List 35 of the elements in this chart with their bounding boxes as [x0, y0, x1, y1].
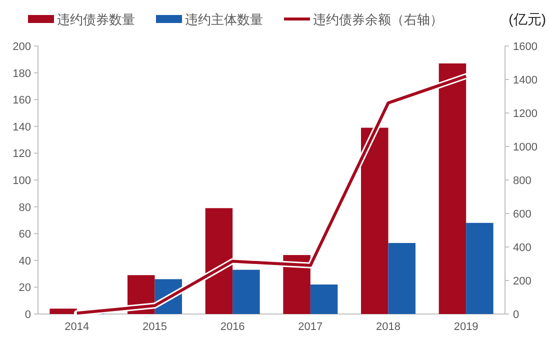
bar	[310, 284, 338, 314]
y-tick-label: 20	[18, 282, 31, 294]
y2-axis-title: (亿元)	[508, 11, 546, 27]
y-tick-label: 120	[12, 148, 31, 160]
y-tick-label: 160	[12, 94, 31, 107]
x-tick-label: 2014	[64, 321, 90, 333]
x-tick-label: 2018	[376, 321, 400, 333]
y2-tick-label: 1200	[513, 108, 538, 120]
y2-tick-label: 600	[513, 208, 532, 220]
y2-tick-label: 0	[513, 309, 520, 321]
y-tick-label: 200	[12, 41, 31, 53]
y-tick-label: 0	[24, 309, 31, 321]
y-tick-label: 180	[12, 68, 31, 80]
bar	[232, 270, 260, 314]
legend-label: 违约债券余额（右轴）	[313, 12, 443, 27]
x-tick-label: 2016	[220, 321, 245, 333]
x-tick-label: 2015	[142, 321, 167, 333]
y2-tick-label: 800	[513, 175, 532, 187]
bar	[50, 308, 77, 314]
bar	[466, 222, 494, 314]
y2-tick-label: 400	[513, 242, 532, 254]
legend-label: 违约债券数量	[57, 12, 135, 27]
y-tick-label: 60	[18, 228, 31, 241]
y-tick-label: 100	[12, 175, 31, 187]
y2-tick-label: 1000	[513, 142, 538, 154]
bar	[388, 242, 416, 314]
y2-tick-label: 200	[513, 276, 532, 288]
legend-label: 违约主体数量	[185, 12, 263, 27]
y2-tick-label: 1600	[513, 41, 538, 53]
y-tick-label: 140	[12, 121, 31, 134]
y-tick-label: 80	[18, 202, 31, 214]
x-tick-label: 2017	[298, 321, 323, 333]
x-tick-label: 2019	[454, 321, 478, 333]
y2-tick-label: 1400	[513, 74, 538, 86]
y-tick-label: 40	[18, 255, 31, 268]
